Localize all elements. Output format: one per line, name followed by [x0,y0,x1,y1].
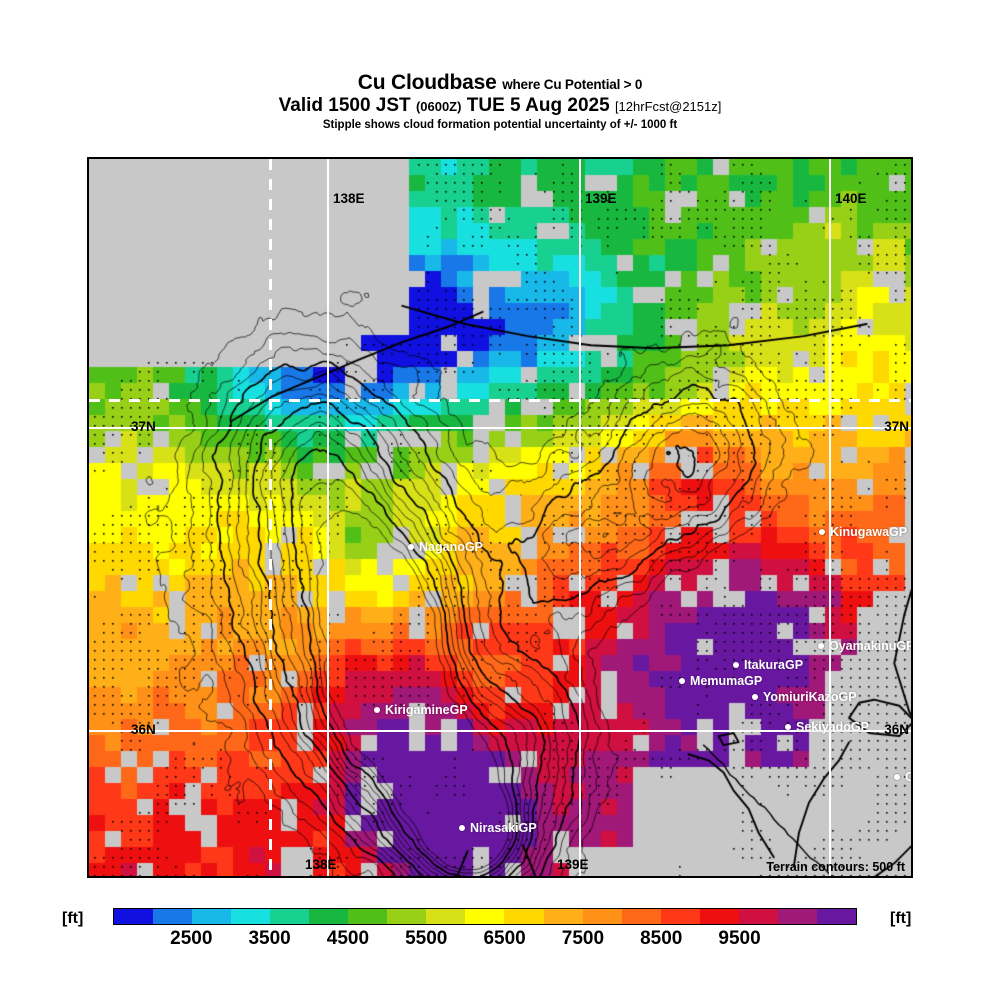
forecast-map[interactable]: 138E 139E 140E 138E 139E 37N 37N 36N 36N NaganoG… [87,157,913,878]
valid-time-utc: (0600Z) [415,99,462,115]
terrain-contour-note: Terrain contours: 500 ft [766,860,905,874]
station-dot-icon [894,774,900,780]
colorbar-band-16 [738,909,778,924]
gridline-parallel [89,730,911,732]
station-marker-sekiyadogp[interactable]: SekiyadoGP [785,720,869,734]
page-title: Cu Cloudbase [357,71,497,94]
station-marker-nirasakigp[interactable]: NirasakiGP [459,821,537,835]
colorbar-band-3 [231,909,271,924]
colorbar-band-17 [777,909,817,924]
lon-label-bottom-138E: 138E [305,857,337,872]
colorbar-tick-4500: 4500 [326,928,370,949]
lon-label-bottom-139E: 139E [557,857,589,872]
lon-label-top-139E: 139E [585,191,617,206]
domain-boundary-vertical [269,159,272,876]
colorbar-band-13 [621,909,661,924]
colorbar-band-2 [192,909,232,924]
station-label: KirigamineGP [385,703,468,717]
stipple-note: Stipple shows cloud formation potential … [322,118,678,131]
colorbar-swatches [113,908,857,925]
lon-label-top-140E: 140E [835,191,867,206]
colorbar-band-0 [114,909,154,924]
station-label: YomiuriKazoGP [763,690,857,704]
colorbar-band-14 [660,909,700,924]
station-label: NirasakiGP [470,821,537,835]
forecast-stamp: [12hrFcst@2151z] [614,99,722,115]
station-dot-icon [408,544,414,550]
station-label: OhtoneAD [905,770,911,784]
station-dot-icon [819,529,825,535]
cloudbase-raster [89,159,911,876]
gridline-meridian [327,159,329,876]
lat-label-right-36N: 36N [884,722,909,737]
colorbar-band-5 [309,909,349,924]
colorbar-tick-7500: 7500 [561,928,605,949]
station-dot-icon [459,825,465,831]
colorbar-tick-5500: 5500 [405,928,448,949]
gridline-parallel [89,427,911,429]
colorbar-unit-right: [ft] [890,910,912,927]
colorbar-band-18 [816,909,856,924]
station-dot-icon [733,662,739,668]
colorbar-unit-left: [ft] [62,910,84,927]
colorbar-legend: [ft] [ft] 2500 3500 4500 5500 6500 7500 8500 95… [0,905,1000,960]
colorbar-band-11 [543,909,583,924]
station-marker-memumagp[interactable]: MemumaGP [679,674,762,688]
station-dot-icon [785,724,791,730]
lat-label-right-37N: 37N [884,419,909,434]
valid-date: TUE 5 Aug 2025 [466,95,610,117]
gridline-meridian [829,159,831,876]
lat-label-left-37N: 37N [131,419,156,434]
station-marker-ohtonead[interactable]: OhtoneAD [894,770,911,784]
valid-time: Valid 1500 JST [278,95,411,117]
lon-label-top-138E: 138E [333,191,365,206]
colorbar-band-10 [504,909,544,924]
lat-label-left-36N: 36N [131,722,156,737]
colorbar-band-7 [387,909,427,924]
colorbar-tick-3500: 3500 [248,928,291,949]
colorbar-tick-6500: 6500 [483,928,526,949]
title-main-line: Cu Cloudbase where Cu Potential > 0 [0,71,1000,94]
colorbar-band-9 [465,909,505,924]
colorbar-band-1 [153,909,193,924]
station-label: ItakuraGP [744,658,804,672]
title-condition: where Cu Potential > 0 [502,77,643,92]
station-label: NaganoGP [419,540,483,554]
title-block: Cu Cloudbase where Cu Potential > 0 Vali… [0,71,1000,131]
colorbar-band-8 [426,909,466,924]
station-label: MemumaGP [690,674,763,688]
station-dot-icon [679,678,685,684]
station-marker-yomiurikazogp[interactable]: YomiuriKazoGP [752,690,857,704]
colorbar-band-6 [348,909,388,924]
colorbar-band-12 [582,909,622,924]
station-label: KinugawaGP [830,525,908,539]
station-dot-icon [374,707,380,713]
station-marker-naganogp[interactable]: NaganoGP [408,540,483,554]
station-dot-icon [818,643,824,649]
station-marker-kirigaminegp[interactable]: KirigamineGP [374,703,468,717]
station-label: SekiyadoGP [796,720,869,734]
colorbar-tick-2500: 2500 [170,928,213,949]
valid-time-line: Valid 1500 JST (0600Z) TUE 5 Aug 2025 [1… [0,95,1000,117]
station-label: OyamakinuGP [829,639,913,653]
station-marker-oyamakinugp[interactable]: OyamakinuGP [818,639,913,653]
colorbar-band-4 [270,909,310,924]
station-marker-itakuragp[interactable]: ItakuraGP [733,658,803,672]
colorbar-tick-8500: 8500 [640,928,683,949]
gridline-meridian [579,159,581,876]
colorbar-band-15 [699,909,739,924]
domain-boundary-horizontal [89,399,911,402]
station-marker-kinugawagp[interactable]: KinugawaGP [819,525,907,539]
station-dot-icon [752,694,758,700]
colorbar-tick-9500: 9500 [718,928,761,949]
